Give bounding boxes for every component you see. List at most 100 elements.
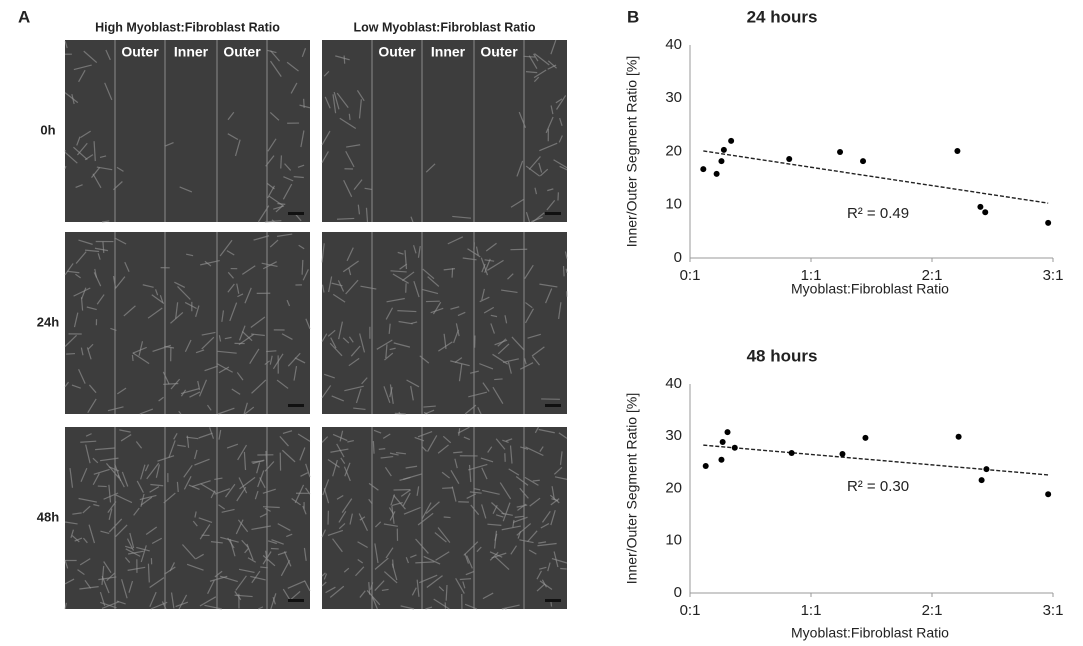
cell: [481, 288, 485, 301]
cell: [92, 473, 100, 486]
cell: [385, 307, 394, 320]
cell: [83, 50, 98, 64]
point: [978, 477, 985, 484]
chart-title: 24 hours: [747, 7, 818, 26]
cell: [64, 40, 68, 49]
x-tick-label: 1:1: [801, 267, 822, 284]
cell: [94, 247, 109, 252]
point: [788, 449, 795, 456]
cell: [299, 104, 311, 109]
cell: [200, 483, 217, 494]
cell: [450, 360, 470, 367]
cell: [297, 433, 311, 442]
cell: [301, 259, 304, 275]
cell: [434, 532, 447, 543]
cell: [559, 165, 568, 171]
cell: [342, 337, 350, 344]
cell: [343, 180, 353, 198]
cell: [450, 470, 460, 484]
cell: [533, 69, 547, 79]
cell: [101, 601, 120, 609]
cell: [454, 357, 463, 363]
cell: [79, 558, 91, 566]
cell: [492, 386, 504, 404]
cell: [338, 523, 346, 530]
cell: [426, 575, 443, 588]
cell: [559, 117, 563, 126]
cell: [180, 388, 200, 395]
scale-bar: [545, 404, 561, 407]
cell: [120, 434, 132, 442]
cell: [490, 314, 498, 318]
cell: [254, 490, 259, 500]
cell: [286, 533, 293, 538]
cell: [457, 311, 466, 317]
cell: [523, 55, 536, 58]
x-axis-label: Myoblast:Fibroblast Ratio: [791, 281, 949, 297]
cell: [69, 468, 74, 488]
cell: [497, 343, 510, 355]
cell: [481, 263, 486, 273]
cell: [175, 302, 179, 319]
cell: [338, 510, 347, 523]
cell: [463, 541, 479, 556]
cell: [359, 333, 366, 353]
trendline: [703, 150, 1049, 204]
cell: [455, 323, 460, 337]
cell: [139, 408, 154, 415]
cell: [376, 339, 393, 350]
y-tick-label: 20: [665, 479, 682, 496]
cell: [77, 569, 85, 576]
cell: [327, 329, 336, 337]
cell: [200, 259, 220, 266]
cell: [510, 198, 525, 208]
cell: [551, 558, 568, 564]
cell: [101, 565, 105, 585]
scale-bar: [545, 599, 561, 602]
cell: [553, 466, 563, 475]
cell: [321, 333, 328, 343]
cell: [151, 294, 165, 305]
cell: [105, 49, 111, 61]
cell: [127, 550, 144, 555]
cell: [100, 530, 110, 534]
cell: [267, 540, 277, 545]
cell: [385, 344, 388, 359]
cell: [101, 220, 110, 223]
cell: [157, 455, 175, 462]
cell: [225, 483, 236, 498]
cell: [392, 273, 409, 284]
cell: [235, 519, 244, 535]
cell: [491, 552, 507, 559]
cell: [393, 342, 411, 348]
cell: [549, 494, 560, 504]
cell: [402, 492, 411, 507]
cell: [163, 382, 179, 386]
cell: [201, 336, 215, 350]
cell: [283, 176, 294, 182]
cell: [364, 187, 373, 191]
cell: [332, 94, 337, 114]
cell: [131, 354, 134, 362]
cell: [501, 525, 521, 531]
cell: [525, 446, 544, 457]
cell: [289, 590, 301, 601]
cell: [335, 55, 350, 61]
cell: [321, 385, 332, 399]
cell: [206, 404, 212, 411]
cell: [413, 245, 417, 254]
cell: [92, 173, 102, 189]
cell: [507, 361, 512, 374]
y-tick-label: 10: [665, 532, 682, 549]
cell: [78, 369, 86, 384]
cell: [132, 352, 150, 365]
cell: [332, 293, 346, 303]
cell: [99, 155, 107, 159]
cell: [405, 557, 410, 564]
cell: [344, 385, 364, 392]
cell: [121, 471, 129, 487]
x-tick-label: 2:1: [922, 267, 943, 284]
cell: [341, 498, 353, 513]
cell: [454, 458, 458, 469]
cell: [244, 406, 255, 415]
